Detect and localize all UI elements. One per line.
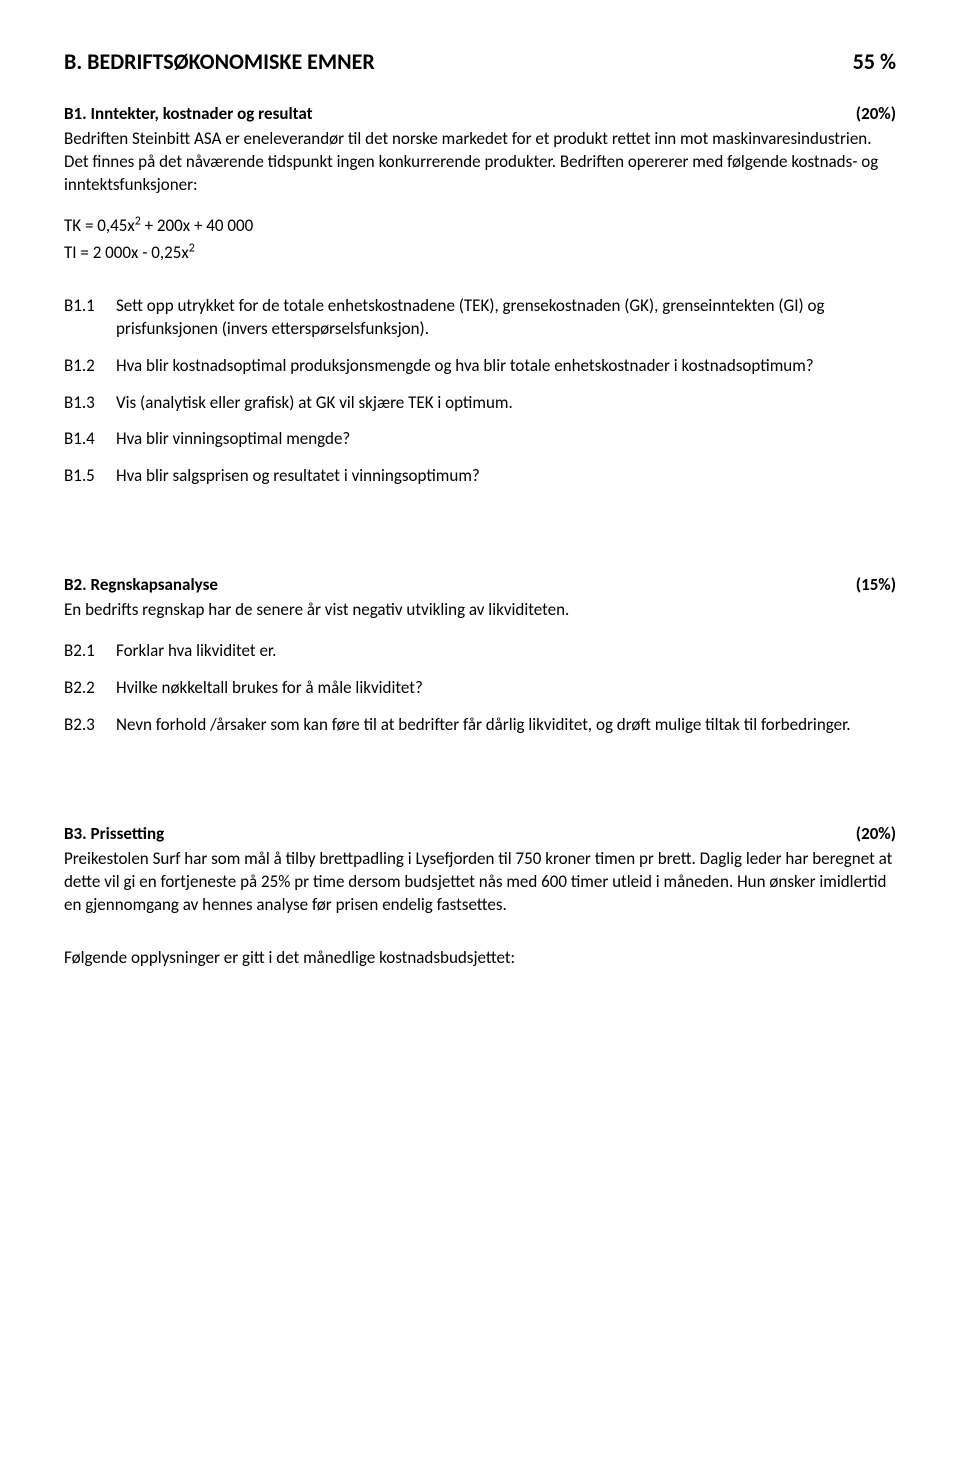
b2-intro: En bedrifts regnskap har de senere år vi… bbox=[64, 599, 896, 622]
b2-item-text: Hvilke nøkkeltall brukes for å måle likv… bbox=[116, 677, 896, 700]
b1-intro: Bedriften Steinbitt ASA er eneleverandør… bbox=[64, 128, 896, 197]
b2-title: B2. Regnskapsanalyse bbox=[64, 574, 218, 595]
b1-weight: (20%) bbox=[856, 103, 896, 124]
b3-closing: Følgende opplysninger er gitt i det måne… bbox=[64, 947, 896, 970]
b1-item-id: B1.2 bbox=[64, 355, 116, 378]
b1-item-text: Vis (analytisk eller grafisk) at GK vil … bbox=[116, 392, 896, 415]
b2-weight: (15%) bbox=[856, 574, 896, 595]
b1-item-text: Hva blir kostnadsoptimal produksjonsmeng… bbox=[116, 355, 896, 378]
b1-eq1: TK = 0,45x2 + 200x + 40 000 bbox=[64, 215, 896, 238]
b2-item-text: Nevn forhold /årsaker som kan føre til a… bbox=[116, 714, 896, 737]
b2-item-id: B2.2 bbox=[64, 677, 116, 700]
b1-item-text: Sett opp utrykket for de totale enhetsko… bbox=[116, 295, 896, 341]
b2-item-id: B2.3 bbox=[64, 714, 116, 737]
b1-title: B1. Inntekter, kostnader og resultat bbox=[64, 103, 313, 124]
b3-title: B3. Prissetting bbox=[64, 823, 164, 844]
b1-item-id: B1.4 bbox=[64, 428, 116, 451]
b1-item-text: Hva blir vinningsoptimal mengde? bbox=[116, 428, 896, 451]
section-weight: 55 % bbox=[853, 48, 896, 75]
b1-item-text: Hva blir salgsprisen og resultatet i vin… bbox=[116, 465, 896, 488]
b1-eq2: TI = 2 000x - 0,25x2 bbox=[64, 242, 896, 265]
b2-item-id: B2.1 bbox=[64, 640, 116, 663]
b1-item-id: B1.5 bbox=[64, 465, 116, 488]
b3-weight: (20%) bbox=[856, 823, 896, 844]
b1-item-id: B1.1 bbox=[64, 295, 116, 341]
b1-item-id: B1.3 bbox=[64, 392, 116, 415]
section-title: B. BEDRIFTSØKONOMISKE EMNER bbox=[64, 48, 375, 75]
b2-item-text: Forklar hva likviditet er. bbox=[116, 640, 896, 663]
b3-intro: Preikestolen Surf har som mål å tilby br… bbox=[64, 848, 896, 917]
